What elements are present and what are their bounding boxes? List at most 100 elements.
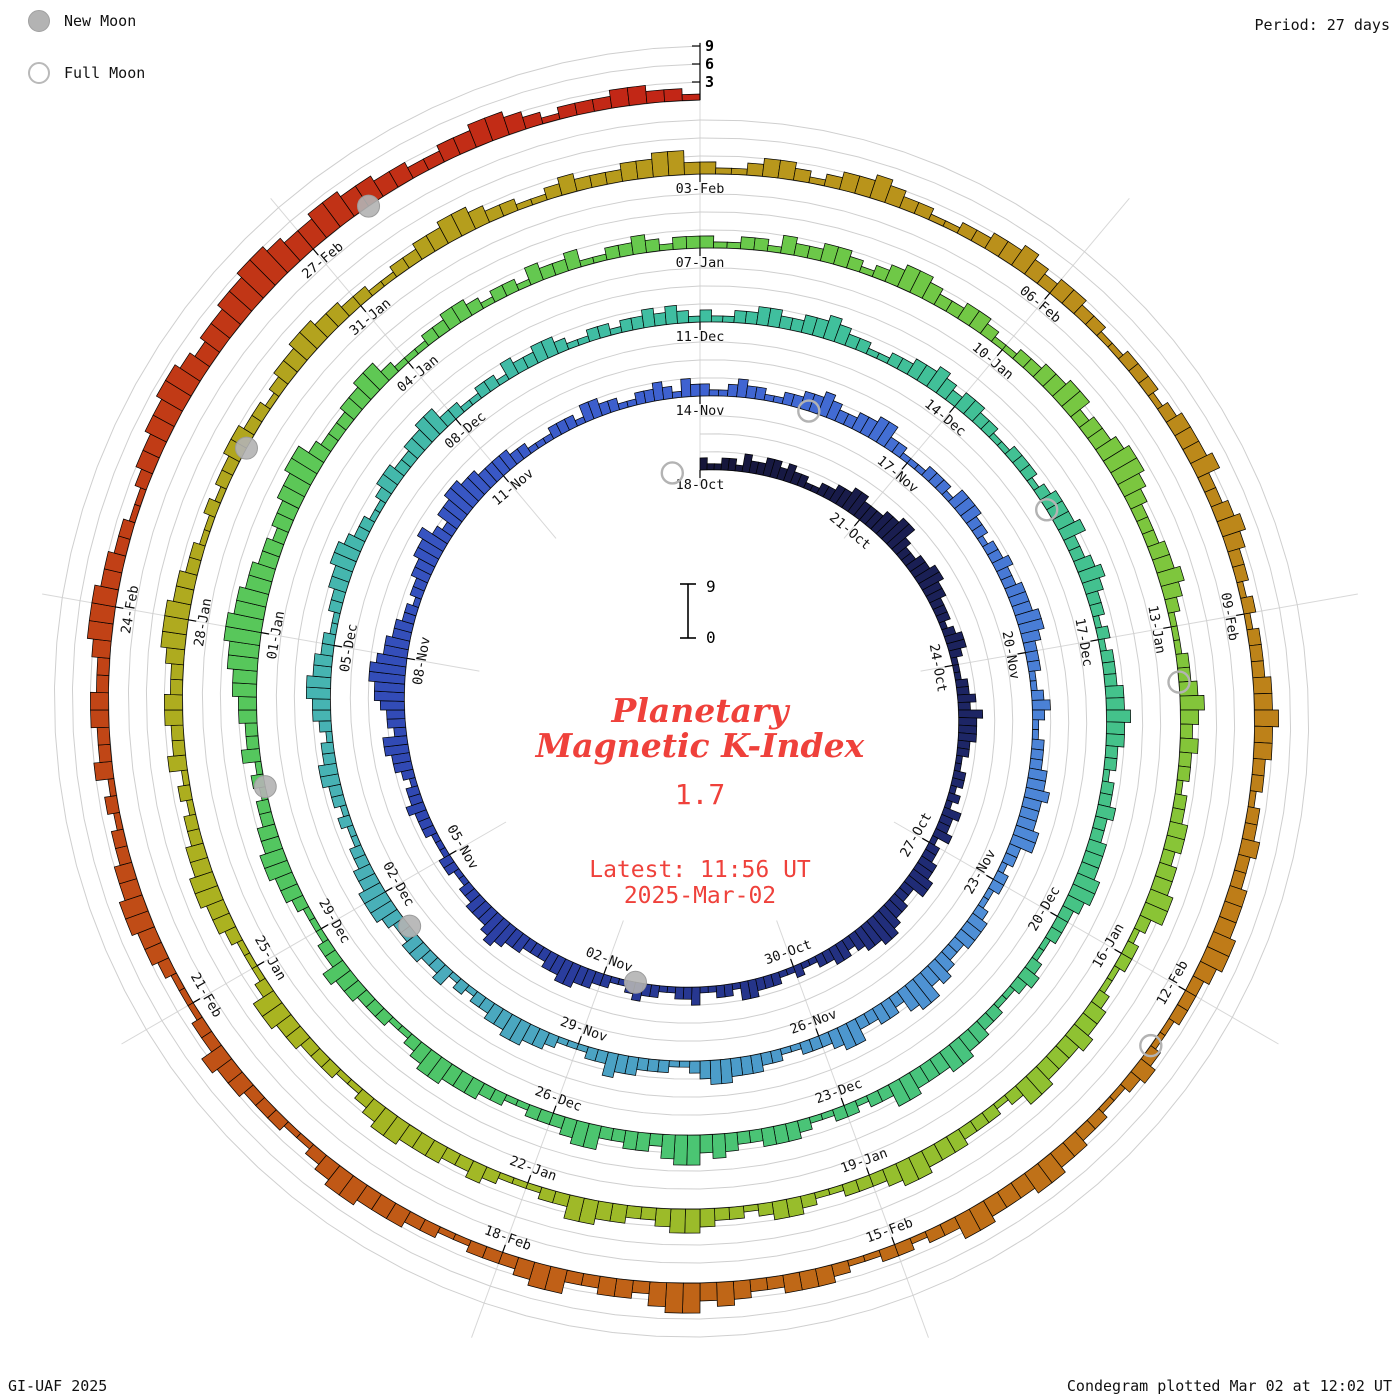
k-index-bar <box>956 747 970 758</box>
date-tick <box>1163 626 1172 629</box>
date-tick <box>256 961 265 967</box>
k-index-bar <box>333 541 361 563</box>
k-index-bar <box>187 1002 203 1021</box>
k-index-bar <box>727 383 739 398</box>
k-index-bar <box>596 323 612 339</box>
k-index-bar <box>290 445 325 475</box>
k-index-bar <box>736 378 749 398</box>
k-index-bar <box>748 1128 764 1144</box>
radial-gridline <box>843 197 1130 539</box>
k-index-bar <box>375 652 408 668</box>
k-index-bar <box>1168 1004 1189 1026</box>
k-index-bar <box>96 674 110 694</box>
date-label: 04-Jan <box>394 352 442 396</box>
k-index-bar <box>847 1255 866 1267</box>
k-index-bar <box>177 784 193 802</box>
date-label: 07-Jan <box>676 255 725 271</box>
period-label: Period: 27 days <box>1254 16 1390 34</box>
date-tick <box>921 837 930 843</box>
k-index-bar <box>313 653 334 668</box>
k-index-bar <box>988 878 1005 895</box>
k-index-bar <box>934 479 952 496</box>
k-index-bar <box>352 863 376 882</box>
k-index-bar <box>540 336 559 359</box>
k-index-bar <box>469 991 487 1008</box>
radial-scale-label: 3 <box>705 73 714 91</box>
k-index-bar <box>165 647 186 666</box>
date-tick <box>1114 948 1122 954</box>
k-gridline <box>293 285 1070 1098</box>
k-index-bar <box>658 243 674 252</box>
k-index-bar <box>1159 1017 1175 1037</box>
k-index-bar <box>386 709 406 720</box>
k-index-bar <box>699 235 715 249</box>
k-index-bar <box>681 93 701 101</box>
k-index-bar <box>171 739 186 757</box>
k-index-bar <box>339 804 350 818</box>
k-index-bar <box>579 256 595 268</box>
k-index-bar <box>699 1060 712 1080</box>
k-index-bar <box>1180 709 1199 725</box>
k-index-bar <box>405 785 421 798</box>
k-index-bar <box>447 401 465 420</box>
k-index-bar <box>401 933 424 955</box>
k-index-bar <box>724 1131 739 1152</box>
date-tick <box>502 475 510 483</box>
k-index-bar <box>732 1279 752 1300</box>
k-index-bar <box>1249 774 1265 793</box>
k-index-bar <box>465 1240 488 1259</box>
k-index-bar <box>527 1261 552 1291</box>
date-tick <box>1044 292 1051 300</box>
k-index-bar <box>744 310 759 325</box>
k-index-bar <box>256 823 279 842</box>
k-index-bar <box>841 1179 860 1197</box>
k-index-bar <box>416 526 448 552</box>
k-index-bar <box>828 944 845 966</box>
k-index-bar <box>626 85 648 106</box>
k-index-bar <box>97 743 113 763</box>
k-index-bar <box>349 844 366 860</box>
k-index-bar <box>903 874 929 898</box>
k-index-bar <box>266 237 301 274</box>
full-moon-marker <box>1167 670 1191 694</box>
k-index-bar <box>706 463 715 471</box>
k-index-bar <box>452 1233 472 1247</box>
k-index-bar <box>564 1269 585 1286</box>
k-index-bar <box>896 985 920 1012</box>
k-index-bar <box>317 938 336 958</box>
k-gridline <box>53 45 1310 1338</box>
k-index-bar <box>358 882 386 905</box>
k-index-bar <box>833 246 853 269</box>
k-index-bar <box>832 1105 849 1122</box>
k-index-bar <box>573 175 593 192</box>
k-index-bar <box>1120 1071 1141 1093</box>
k-index-bar <box>164 599 192 621</box>
k-index-bar <box>699 986 709 994</box>
k-index-bar <box>501 278 520 297</box>
k-index-bar <box>909 1231 928 1245</box>
k-index-bar <box>304 1143 327 1165</box>
k-index-bar <box>522 111 544 130</box>
k-index-bar <box>1064 1023 1094 1052</box>
k-index-bar <box>245 735 260 750</box>
k-index-bar <box>438 854 455 869</box>
k-index-bar <box>1009 833 1036 854</box>
k-index-bar <box>601 1051 619 1078</box>
k-index-bar <box>1105 697 1125 711</box>
k-index-bar <box>201 1044 233 1074</box>
k-index-bar <box>846 256 864 273</box>
k-index-bar <box>631 1280 651 1295</box>
k-index-bar <box>760 1126 777 1148</box>
date-tick <box>1090 639 1099 642</box>
k-index-bar <box>562 248 582 272</box>
date-tick <box>449 850 457 856</box>
k-index-bar <box>386 718 407 729</box>
date-label: 01-Jan <box>264 610 288 661</box>
k-gridline <box>201 193 1162 1190</box>
k-index-bar <box>317 762 339 778</box>
k-index-bar <box>499 1013 522 1041</box>
k-index-bar <box>352 285 373 307</box>
k-index-bar <box>672 236 687 250</box>
k-index-bar <box>980 420 999 438</box>
